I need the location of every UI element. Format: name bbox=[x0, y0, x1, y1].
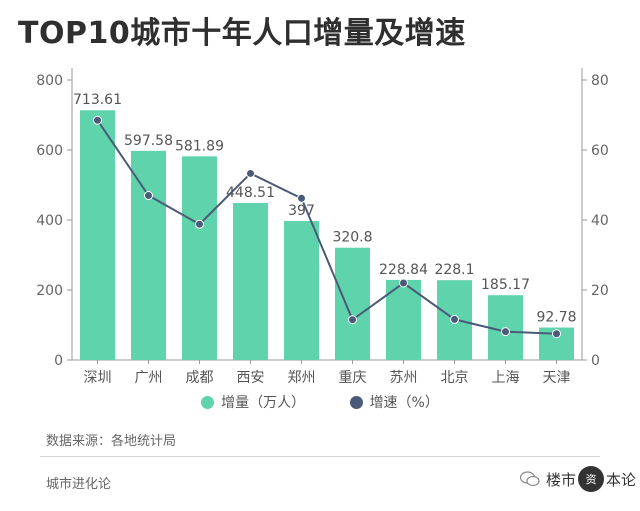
bar-data-label: 581.89 bbox=[175, 138, 224, 154]
category-label: 上海 bbox=[492, 370, 520, 386]
legend-item-line[interactable]: 增速（%） bbox=[349, 392, 439, 412]
bar-data-label: 320.8 bbox=[332, 230, 372, 246]
wechat-icon bbox=[520, 471, 540, 487]
legend-line-marker bbox=[349, 395, 363, 409]
category-label: 天津 bbox=[543, 370, 571, 386]
right-tick-label: 40 bbox=[591, 213, 609, 229]
divider bbox=[40, 456, 600, 457]
growth-point bbox=[552, 329, 561, 339]
right-tick-label: 20 bbox=[591, 283, 609, 299]
bar bbox=[335, 247, 370, 360]
category-label: 深圳 bbox=[84, 370, 112, 386]
growth-point bbox=[195, 219, 204, 229]
brand-text-2: 本论 bbox=[606, 470, 637, 489]
bar-data-label: 92.78 bbox=[536, 310, 576, 326]
legend-bar-label: 增量（万人） bbox=[221, 395, 306, 411]
growth-point bbox=[501, 327, 510, 337]
bar-data-label: 448.51 bbox=[226, 185, 275, 201]
bars bbox=[80, 110, 574, 360]
bar bbox=[131, 150, 166, 360]
bar-data-label: 228.84 bbox=[379, 262, 428, 278]
category-label: 重庆 bbox=[339, 370, 367, 386]
growth-point bbox=[450, 314, 459, 324]
category-label: 苏州 bbox=[390, 370, 418, 386]
category-label: 广州 bbox=[135, 370, 163, 386]
growth-point bbox=[246, 168, 255, 178]
bar-data-label: 713.61 bbox=[73, 92, 122, 108]
growth-line bbox=[93, 115, 561, 339]
left-tick-label: 600 bbox=[36, 143, 63, 159]
category-label: 北京 bbox=[441, 370, 469, 386]
bar bbox=[182, 156, 217, 360]
brand-text-1: 楼市 bbox=[546, 470, 577, 489]
legend-line-label: 增速（%） bbox=[369, 395, 439, 411]
category-label: 成都 bbox=[186, 370, 214, 386]
growth-point bbox=[399, 278, 408, 288]
growth-point bbox=[348, 315, 357, 325]
right-tick-label: 60 bbox=[591, 143, 609, 159]
growth-point bbox=[144, 191, 153, 200]
left-tick-label: 200 bbox=[36, 283, 63, 299]
bar-data-label: 397 bbox=[288, 203, 315, 219]
bar bbox=[80, 110, 115, 360]
bar bbox=[284, 221, 319, 360]
legend-item-bar[interactable]: 增量（万人） bbox=[201, 392, 305, 412]
category-label: 郑州 bbox=[288, 370, 316, 386]
chart-title: TOP10城市十年人口增量及增速 bbox=[18, 16, 466, 51]
right-tick-label: 80 bbox=[591, 73, 609, 89]
growth-point bbox=[93, 115, 102, 125]
bar-data-label: 185.17 bbox=[481, 277, 530, 293]
combo-chart: 0 200 400 600 800 0 20 40 60 80 713.61 597.58 581.8… bbox=[36, 68, 609, 386]
category-label: 西安 bbox=[237, 370, 265, 386]
legend-bar-marker bbox=[201, 395, 215, 409]
legend: 增量（万人） 增速（%） bbox=[0, 392, 640, 413]
growth-line-path bbox=[96, 119, 557, 335]
growth-point bbox=[297, 193, 306, 203]
footer-publisher: 城市进化论 bbox=[46, 477, 112, 492]
brand-watermark: 楼市 资 本论 bbox=[520, 466, 636, 492]
left-tick-label: 800 bbox=[36, 73, 63, 89]
category-labels: 深圳 广州 成都 西安 郑州 重庆 苏州 北京 上海 天津 bbox=[84, 360, 571, 386]
left-tick-label: 400 bbox=[36, 213, 63, 229]
bar bbox=[386, 279, 421, 360]
brand-seal: 资 bbox=[578, 466, 605, 492]
bar bbox=[233, 203, 268, 360]
bar-data-label: 597.58 bbox=[124, 133, 173, 149]
data-source: 数据来源：各地统计局 bbox=[46, 434, 177, 449]
right-tick-label: 0 bbox=[591, 353, 600, 369]
left-tick-label: 0 bbox=[54, 353, 63, 369]
bar-data-label: 228.1 bbox=[434, 262, 474, 278]
